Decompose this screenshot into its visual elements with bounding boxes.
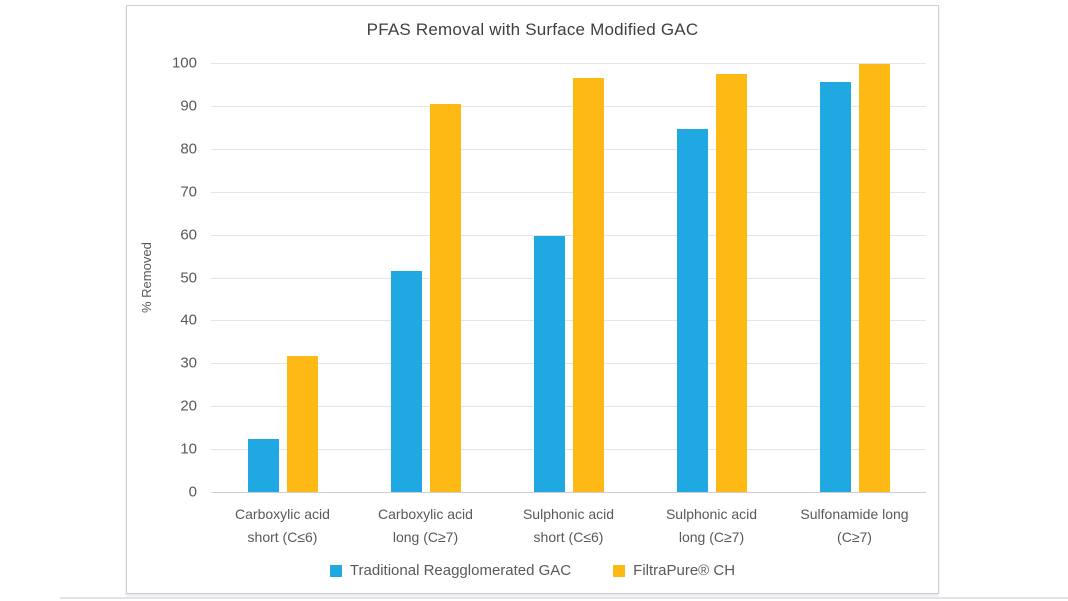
gridline — [211, 363, 926, 365]
gridline — [211, 449, 926, 451]
gridline — [211, 234, 926, 236]
gridline — [211, 320, 926, 322]
bar-group — [497, 63, 640, 492]
y-tick-label: 90 — [180, 97, 197, 115]
bar-groups — [211, 63, 926, 492]
category-label: Carboxylic acid long (C≥7) — [378, 506, 473, 545]
legend: Traditional Reagglomerated GAC FiltraPur… — [127, 562, 938, 579]
bar — [247, 439, 279, 492]
y-axis-tick-labels: 0 10 20 30 40 50 60 70 80 90 100 — [127, 55, 197, 501]
legend-label: Traditional Reagglomerated GAC — [349, 562, 572, 579]
bar — [390, 271, 422, 492]
gridline — [211, 191, 926, 193]
bar-group — [211, 63, 354, 492]
gridline — [211, 105, 926, 107]
x-axis-line — [211, 492, 926, 493]
category-label: Sulphonic acid short (C≤6) — [522, 506, 615, 545]
legend-swatch-icon — [329, 564, 342, 577]
legend-swatch-icon — [613, 564, 626, 577]
y-tick-label: 50 — [180, 269, 197, 286]
bar — [286, 356, 318, 492]
bar — [715, 73, 747, 492]
bar-group — [354, 63, 497, 492]
category-label: Sulphonic acid long (C≥7) — [665, 506, 758, 545]
chart-title: PFAS Removal with Surface Modified GAC — [366, 20, 699, 39]
window-bottom-edge — [60, 597, 1068, 599]
y-tick-label: 40 — [180, 311, 197, 329]
bar — [858, 63, 890, 492]
bar — [429, 103, 461, 492]
y-tick-label: 60 — [180, 226, 197, 244]
bar-group — [783, 63, 926, 492]
y-tick-label: 10 — [180, 440, 197, 458]
category-label: Sulfonamide long (C≥7) — [800, 506, 909, 545]
y-tick-label: 0 — [188, 483, 197, 501]
bar — [533, 235, 565, 492]
chart-card: PFAS Removal with Surface Modified GAC %… — [126, 5, 939, 594]
y-tick-label: 30 — [180, 354, 197, 372]
gridline — [211, 63, 926, 64]
gridline — [211, 406, 926, 408]
bar — [676, 128, 708, 492]
y-tick-label: 70 — [180, 183, 197, 201]
bar-group — [640, 63, 783, 492]
gridline — [211, 277, 926, 279]
bar — [819, 81, 851, 492]
y-tick-label: 80 — [180, 140, 197, 158]
legend-label: FiltraPure® CH — [633, 562, 736, 579]
y-tick-label: 100 — [171, 54, 197, 72]
legend-item-filtrapure-ch: FiltraPure® CH — [613, 562, 735, 579]
legend-item-traditional-gac: Traditional Reagglomerated GAC — [329, 562, 572, 579]
y-tick-label: 20 — [180, 397, 197, 415]
gridline — [211, 148, 926, 150]
bar — [572, 77, 604, 492]
plot-area — [211, 63, 926, 493]
category-label: Carboxylic acid short (C≤6) — [235, 506, 330, 545]
x-axis-category-labels: Carboxylic acid short (C≤6) Carboxylic aci… — [211, 503, 926, 549]
